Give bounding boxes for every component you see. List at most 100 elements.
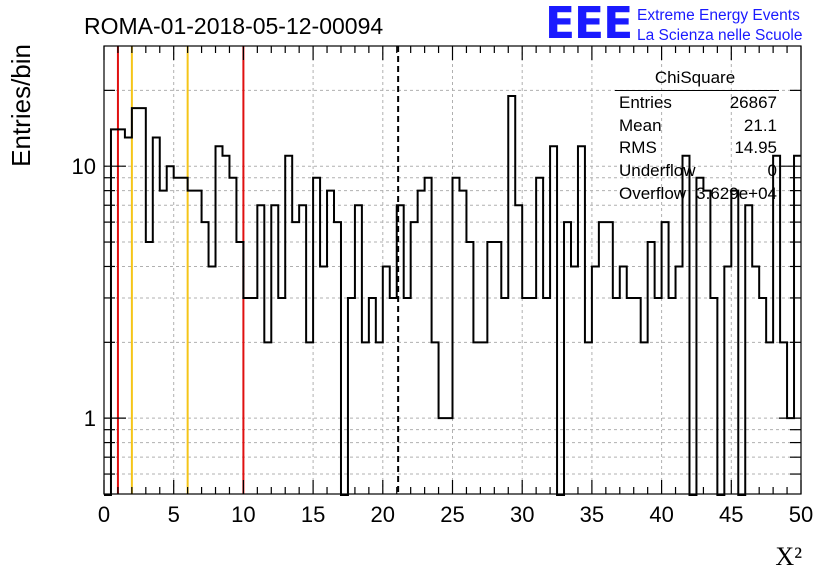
histogram-bin: [404, 298, 411, 494]
histogram-bin: [376, 342, 383, 494]
histogram-bin: [745, 205, 752, 494]
histogram-bin: [174, 178, 181, 494]
histogram-bin: [634, 298, 641, 494]
axis-tick-labels: 0 5 10 15 20 25 30 35 40 45 50 1 10: [72, 154, 814, 527]
x-tick-label: 5: [168, 502, 180, 527]
x-tick-label: 50: [789, 502, 813, 527]
histogram-bin: [264, 342, 271, 494]
histogram-bin: [487, 242, 494, 494]
histogram-bin: [515, 205, 522, 494]
histogram-bin: [306, 342, 313, 494]
histogram-bin: [752, 266, 759, 494]
histogram-outline: [104, 94, 801, 496]
x-tick-label: 35: [580, 502, 604, 527]
histogram-bin: [118, 129, 125, 494]
histogram-bin: [355, 205, 362, 494]
x-tick-label: 0: [98, 502, 110, 527]
chart-title: ROMA-01-2018-05-12-00094: [84, 13, 383, 39]
histogram-bin: [257, 205, 264, 494]
histogram-bin: [327, 191, 334, 494]
stats-value: 0: [767, 161, 777, 180]
histogram-bin: [209, 266, 216, 494]
histogram-bin: [188, 191, 195, 494]
histogram-bin: [759, 298, 766, 494]
x-tick-label: 15: [301, 502, 325, 527]
histogram-bin: [446, 418, 453, 494]
histogram-bin: [585, 342, 592, 494]
histogram-bin: [125, 138, 132, 494]
stats-row-entries: Entries 26867: [619, 93, 777, 115]
stats-value: 14.95: [734, 138, 777, 157]
histogram-bin: [236, 242, 243, 494]
histogram-bin: [564, 222, 571, 494]
histogram-bin: [606, 222, 613, 494]
histogram-bin: [369, 298, 376, 494]
axis-ticks: [103, 46, 802, 494]
histogram-bin: [613, 298, 620, 494]
histogram-bin: [696, 178, 703, 494]
y-tick-label: 1: [84, 406, 96, 431]
histogram-bars: [104, 94, 801, 496]
x-tick-label: 10: [231, 502, 255, 527]
stats-divider: [615, 90, 779, 91]
histogram-bin: [501, 298, 508, 494]
histogram-bin: [648, 242, 655, 494]
histogram-bin: [676, 266, 683, 494]
histogram-bin: [655, 298, 662, 494]
histogram-bin: [473, 342, 480, 494]
histogram-bin: [773, 156, 780, 494]
histogram-bin: [459, 191, 466, 494]
histogram-bin: [362, 342, 369, 494]
stats-label: RMS: [619, 138, 657, 157]
histogram-bin: [418, 191, 425, 494]
histogram-bin: [571, 266, 578, 494]
logo-mark: EEE: [545, 0, 633, 49]
histogram-bin: [299, 205, 306, 494]
histogram-bin: [383, 266, 390, 494]
histogram-bin: [132, 108, 139, 494]
histogram-bin: [348, 298, 355, 494]
y-tick-label: 10: [72, 154, 96, 179]
stats-value: 3.629e+04: [696, 184, 777, 203]
histogram-bin: [202, 222, 209, 494]
stats-label: Overflow: [619, 184, 687, 203]
stats-value: 21.1: [743, 116, 777, 135]
stats-row-underflow: Underflow 0: [619, 161, 777, 183]
histogram-bin: [439, 418, 446, 494]
histogram-bin: [731, 191, 738, 494]
histogram-bin: [578, 146, 585, 494]
histogram-bin: [543, 298, 550, 494]
histogram-bin: [243, 298, 250, 494]
histogram-bin: [250, 298, 257, 494]
histogram-bin: [627, 298, 634, 494]
histogram-bin: [425, 178, 432, 494]
histogram-bin: [292, 222, 299, 494]
stats-row-mean: Mean 21.1: [619, 116, 777, 138]
logo-line-1: Extreme Energy Events: [637, 7, 800, 24]
histogram-bin: [466, 242, 473, 494]
histogram-bin: [766, 342, 773, 494]
x-axis-label: X²: [775, 542, 802, 571]
stats-label: Mean: [619, 116, 662, 135]
histogram-bin: [390, 298, 397, 494]
histogram-bin: [411, 222, 418, 494]
histogram-bin: [529, 298, 536, 494]
histogram-bin: [710, 298, 717, 494]
histogram-bin: [669, 298, 676, 494]
x-tick-label: 40: [649, 502, 673, 527]
histogram-bin: [278, 298, 285, 494]
histogram-bin: [139, 108, 146, 494]
histogram-bin: [703, 191, 710, 494]
histogram-bin: [494, 242, 501, 494]
histogram-bin: [592, 266, 599, 494]
histogram-bin: [320, 266, 327, 494]
histogram-bin: [271, 205, 278, 494]
histogram-bin: [216, 146, 223, 494]
histogram-bin: [334, 222, 341, 494]
eee-logo: EEE Extreme Energy Events La Scienza nel…: [545, 0, 835, 49]
histogram-bin: [160, 191, 167, 494]
histogram-bin: [599, 222, 606, 494]
histogram-bin: [146, 242, 153, 494]
stats-title: ChiSquare: [654, 68, 736, 87]
